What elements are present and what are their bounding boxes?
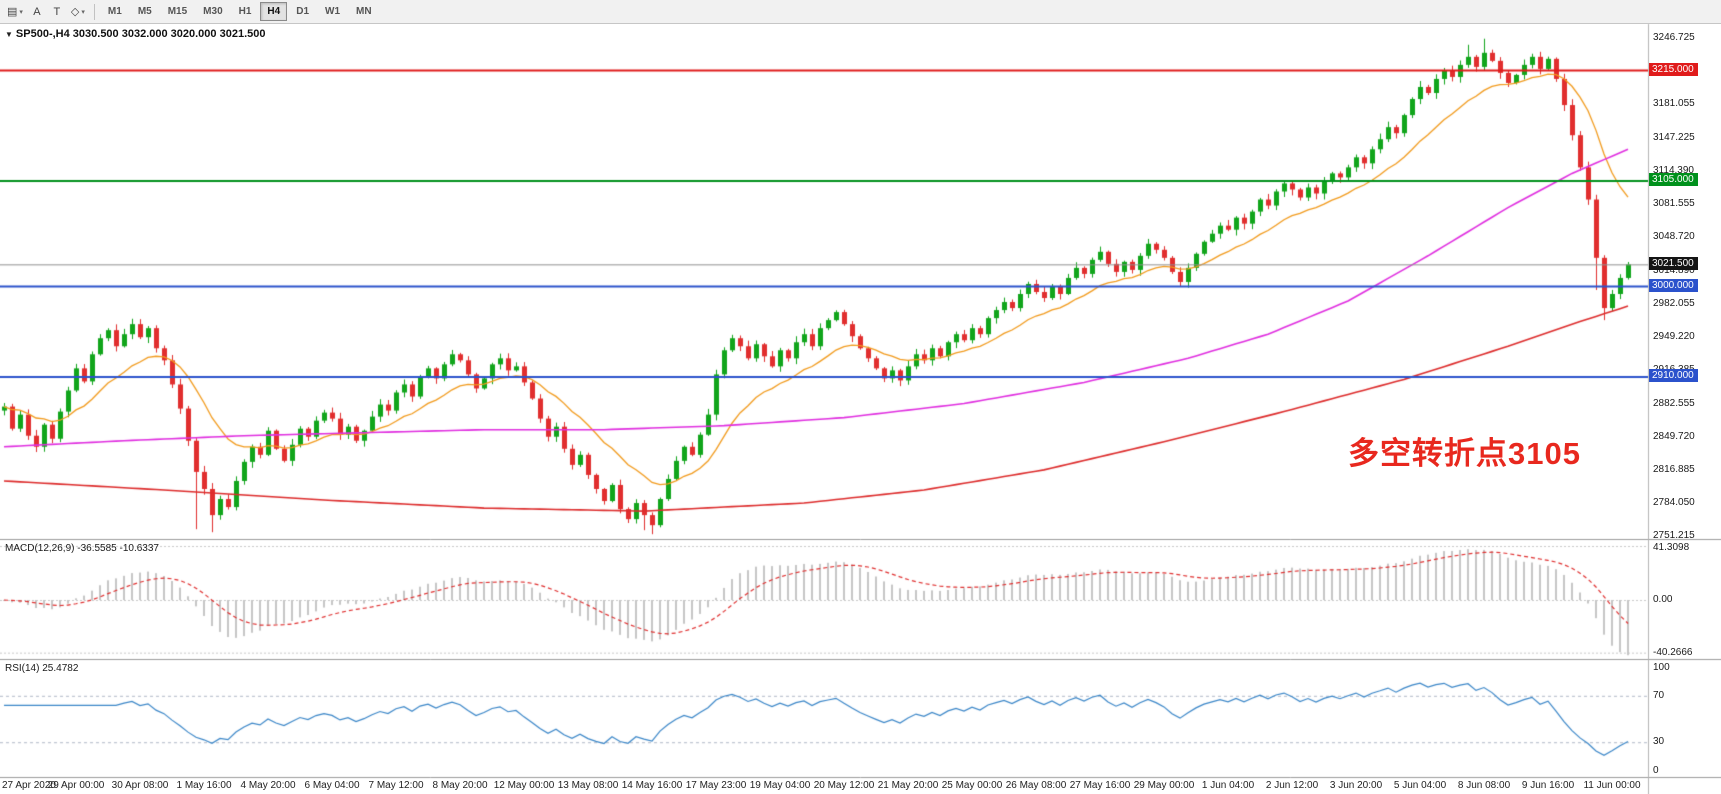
timeframe-MN[interactable]: MN xyxy=(356,6,372,17)
toolbar-tools: ▤ ▾ A T ◇ ▾ xyxy=(3,2,89,21)
price-axis-label: 2949.220 xyxy=(1653,331,1695,342)
time-axis-label: 19 May 04:00 xyxy=(749,780,811,791)
time-axis-label: 3 Jun 20:00 xyxy=(1329,780,1383,791)
time-axis-label: 5 Jun 04:00 xyxy=(1393,780,1447,791)
timeframe-D1[interactable]: D1 xyxy=(296,6,310,17)
price-axis-label: 3014.890 xyxy=(1653,265,1695,276)
price-badge-3215.000: 3215.000 xyxy=(1649,62,1698,76)
rsi-axis-label: 70 xyxy=(1653,689,1665,701)
macd-indicator-label: MACD(12,26,9) -36.5585 -10.6337 xyxy=(5,543,159,554)
macd-axis-label: -40.2666 xyxy=(1653,646,1693,658)
time-axis-label: 8 Jun 08:00 xyxy=(1457,780,1511,791)
price-axis-label: 3114.390 xyxy=(1653,165,1694,176)
price-axis-label: 3081.555 xyxy=(1653,198,1695,209)
toolbar: ▤ ▾ A T ◇ ▾ M1 M5 M15 M30 H1 H4 D1 W1 MN xyxy=(0,0,1721,24)
price-axis-label: 2849.720 xyxy=(1653,431,1695,442)
time-axis-label: 11 Jun 00:00 xyxy=(1583,780,1641,791)
time-axis-label: 29 May 00:00 xyxy=(1133,780,1195,791)
time-axis-label: 1 Jun 04:00 xyxy=(1201,780,1255,791)
objects-tool-icon[interactable]: ◇ ▾ xyxy=(70,6,85,18)
time-axis-label: 30 Apr 08:00 xyxy=(111,780,169,791)
price-axis-label: 3147.225 xyxy=(1653,132,1695,143)
text-tool-icon[interactable]: T xyxy=(53,5,61,18)
timeframe-M5[interactable]: M5 xyxy=(137,6,152,17)
price-axis-label: 2882.555 xyxy=(1653,398,1695,409)
current-price-badge: 3021.500 xyxy=(1649,257,1698,271)
price-axis-label: 2784.050 xyxy=(1653,497,1695,508)
time-axis-label: 1 May 16:00 xyxy=(176,780,232,791)
chart-title-text: SP500-,H4 3030.500 3032.000 3020.000 302… xyxy=(15,28,266,40)
macd-axis-label: 41.3098 xyxy=(1653,542,1690,553)
price-axis-label: 3246.725 xyxy=(1653,32,1695,43)
timeframe-H1[interactable]: H1 xyxy=(238,6,252,17)
price-axis-label: 2816.885 xyxy=(1653,464,1695,475)
time-axis-label: 25 May 00:00 xyxy=(941,780,1003,791)
dropdown-caret-icon: ▾ xyxy=(81,8,85,16)
timeframe-H4[interactable]: H4 xyxy=(260,2,288,21)
timeframe-M30[interactable]: M30 xyxy=(203,6,223,17)
dropdown-caret-icon: ▾ xyxy=(19,8,23,16)
time-axis-label: 4 May 20:00 xyxy=(240,780,296,791)
macd-axis-label: 0.00 xyxy=(1653,594,1673,605)
time-axis-label: 8 May 20:00 xyxy=(432,780,488,791)
time-axis-label: 7 May 12:00 xyxy=(368,780,424,791)
chart-dropdown-icon[interactable]: ▼ xyxy=(5,30,13,39)
chart-annotation-text: 多空转折点3105 xyxy=(1348,436,1581,471)
time-axis-label: 6 May 04:00 xyxy=(304,780,360,791)
price-badge-2910.000: 2910.000 xyxy=(1649,369,1698,383)
time-axis-label: 29 Apr 00:00 xyxy=(47,780,105,791)
time-axis-label: 20 May 12:00 xyxy=(813,780,875,791)
time-axis-label: 12 May 00:00 xyxy=(493,780,555,791)
toolbar-separator xyxy=(93,3,95,20)
rsi-axis-label: 0 xyxy=(1653,765,1659,776)
rsi-indicator-label: RSI(14) 25.4782 xyxy=(5,663,79,674)
time-axis-label: 21 May 20:00 xyxy=(877,780,939,791)
rsi-axis-label: 100 xyxy=(1653,662,1670,673)
price-axis-label: 2751.215 xyxy=(1653,530,1695,541)
cursor-tool-icon[interactable]: A xyxy=(33,5,41,18)
time-axis-label: 2 Jun 12:00 xyxy=(1265,780,1319,791)
chart-window-icon[interactable]: ▤ ▾ xyxy=(7,6,23,18)
time-axis-label: 14 May 16:00 xyxy=(621,780,683,791)
time-axis-label: 17 May 23:00 xyxy=(685,780,747,791)
time-axis-label: 27 Apr 2020 xyxy=(2,780,56,791)
price-axis-label: 3048.720 xyxy=(1653,231,1695,242)
price-badge-3105.000: 3105.000 xyxy=(1649,173,1698,187)
chart-title: ▼ SP500-,H4 3030.500 3032.000 3020.000 30… xyxy=(5,28,265,40)
timeframe-M1[interactable]: M1 xyxy=(107,6,122,17)
price-axis[interactable] xyxy=(1648,24,1721,794)
time-axis-label: 13 May 08:00 xyxy=(557,780,619,791)
time-axis-label: 26 May 08:00 xyxy=(1005,780,1067,791)
time-axis-label: 9 Jun 16:00 xyxy=(1521,780,1575,791)
time-axis[interactable]: 27 Apr 2020 29 Apr 00:00 30 Apr 08:00 1 May… xyxy=(0,778,1648,794)
time-axis-label: 27 May 16:00 xyxy=(1069,780,1131,791)
timeframe-buttons: M1 M5 M15 M30 H1 H4 D1 W1 MN xyxy=(100,2,380,21)
rsi-axis-label: 30 xyxy=(1653,736,1665,748)
price-badge-3000.000: 3000.000 xyxy=(1649,278,1698,292)
timeframe-W1[interactable]: W1 xyxy=(325,6,341,17)
timeframe-M15[interactable]: M15 xyxy=(167,6,188,17)
price-axis-label: 2982.055 xyxy=(1653,298,1695,309)
price-axis-label: 3181.055 xyxy=(1653,98,1695,109)
